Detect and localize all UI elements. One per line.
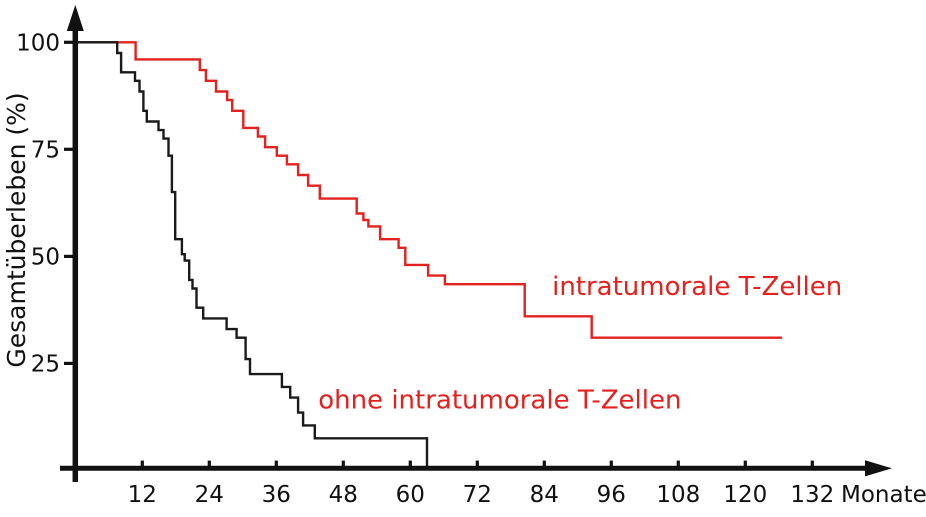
y-tick-label: 75: [31, 137, 60, 163]
x-tick-label: 96: [597, 482, 626, 508]
x-tick-label: 132: [790, 482, 834, 508]
x-tick-label: 12: [128, 482, 157, 508]
x-tick-label: 24: [195, 482, 224, 508]
x-tick-label: 72: [463, 482, 492, 508]
x-tick-label: 84: [530, 482, 559, 508]
plot-layer: 12 24 36 48 60 72 84 96 108 120 132 25 50 75 100 intrat…: [16, 30, 842, 508]
y-tick-label: 100: [16, 30, 60, 56]
x-axis-arrow-icon: [865, 460, 892, 477]
survival-curve-2: [75, 41, 429, 471]
y-tick-label: 25: [31, 351, 60, 377]
y-axis-title: Gesamtüberleben (%): [2, 92, 31, 367]
y-tick-label: 50: [31, 244, 60, 270]
x-axis-unit-label: Monate: [841, 482, 926, 508]
x-tick-label: 108: [656, 482, 700, 508]
x-tick-label: 120: [723, 482, 767, 508]
survival-curve-1: [75, 41, 783, 339]
x-tick-label: 36: [262, 482, 291, 508]
series-label-2: ohne intratumorale T-Zellen: [318, 385, 681, 415]
series-label-1: intratumorale T-Zellen: [552, 272, 842, 302]
x-tick-label: 60: [396, 482, 425, 508]
y-axis-arrow-icon: [66, 5, 84, 31]
x-tick-label: 48: [329, 482, 358, 508]
